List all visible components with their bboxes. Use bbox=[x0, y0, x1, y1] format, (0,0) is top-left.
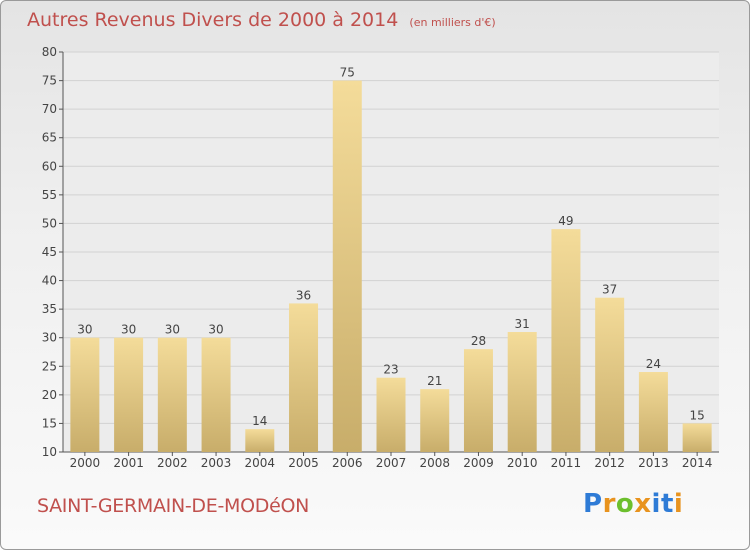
data-label: 75 bbox=[340, 66, 355, 80]
y-tick-label: 60 bbox=[42, 159, 57, 173]
x-tick-label: 2009 bbox=[463, 456, 494, 470]
x-tick-label: 2001 bbox=[113, 456, 144, 470]
logo-letter: t bbox=[660, 489, 674, 519]
x-tick-label: 2014 bbox=[682, 456, 713, 470]
logo-letter: x bbox=[634, 489, 652, 519]
bar bbox=[463, 349, 493, 452]
x-tick-label: 2002 bbox=[157, 456, 188, 470]
y-tick-label: 35 bbox=[42, 302, 57, 316]
bar bbox=[638, 372, 668, 452]
x-tick-label: 2007 bbox=[376, 456, 407, 470]
data-label: 30 bbox=[208, 323, 223, 337]
y-tick-label: 10 bbox=[42, 445, 57, 459]
logo-letter: o bbox=[615, 489, 635, 519]
bar bbox=[70, 337, 100, 452]
bar bbox=[682, 423, 712, 452]
chart-title: Autres Revenus Divers de 2000 à 2014 bbox=[27, 9, 399, 31]
bar bbox=[157, 337, 187, 452]
x-tick-label: 2013 bbox=[638, 456, 669, 470]
y-tick-label: 15 bbox=[42, 416, 57, 430]
x-tick-label: 2005 bbox=[288, 456, 319, 470]
proxiti-logo: Proxiti bbox=[583, 489, 683, 519]
data-label: 49 bbox=[558, 214, 573, 228]
chart-title-row: Autres Revenus Divers de 2000 à 2014 (en… bbox=[27, 9, 496, 31]
x-tick-label: 2012 bbox=[594, 456, 625, 470]
logo-letter: r bbox=[602, 489, 616, 519]
data-label: 30 bbox=[77, 323, 92, 337]
bar bbox=[595, 297, 625, 452]
data-label: 21 bbox=[427, 374, 442, 388]
x-tick-label: 2006 bbox=[332, 456, 363, 470]
bar bbox=[245, 429, 275, 452]
bar bbox=[332, 80, 362, 453]
data-label: 23 bbox=[383, 363, 398, 377]
bar bbox=[376, 377, 406, 452]
logo-letter: P bbox=[583, 489, 603, 519]
data-label: 36 bbox=[296, 288, 311, 302]
x-tick-label: 2010 bbox=[507, 456, 538, 470]
bar bbox=[114, 337, 144, 452]
data-label: 24 bbox=[646, 357, 661, 371]
bar bbox=[507, 332, 537, 452]
data-label: 37 bbox=[602, 283, 617, 297]
y-tick-label: 75 bbox=[42, 74, 57, 88]
y-tick-label: 30 bbox=[42, 331, 57, 345]
x-tick-label: 2008 bbox=[419, 456, 450, 470]
logo-letter: i bbox=[651, 489, 661, 519]
x-tick-label: 2003 bbox=[201, 456, 232, 470]
y-tick-label: 80 bbox=[42, 45, 57, 59]
data-label: 30 bbox=[165, 323, 180, 337]
y-tick-label: 55 bbox=[42, 188, 57, 202]
bar bbox=[420, 389, 450, 452]
y-tick-label: 25 bbox=[42, 359, 57, 373]
data-label: 14 bbox=[252, 414, 267, 428]
data-label: 28 bbox=[471, 334, 486, 348]
y-tick-label: 20 bbox=[42, 388, 57, 402]
y-tick-label: 70 bbox=[42, 102, 57, 116]
place-name: SAINT-GERMAIN-DE-MODéON bbox=[37, 495, 310, 517]
y-tick-label: 50 bbox=[42, 216, 57, 230]
y-tick-label: 40 bbox=[42, 274, 57, 288]
x-tick-label: 2004 bbox=[245, 456, 276, 470]
bar bbox=[551, 229, 581, 452]
y-tick-label: 45 bbox=[42, 245, 57, 259]
data-label: 15 bbox=[689, 408, 704, 422]
bar bbox=[201, 337, 231, 452]
chart-subtitle: (en milliers d'€) bbox=[409, 16, 496, 29]
logo-letter: i bbox=[673, 489, 684, 519]
data-label: 31 bbox=[515, 317, 530, 331]
x-tick-label: 2011 bbox=[551, 456, 582, 470]
data-label: 30 bbox=[121, 323, 136, 337]
y-tick-label: 65 bbox=[42, 131, 57, 145]
bar bbox=[289, 303, 319, 452]
x-tick-label: 2000 bbox=[70, 456, 101, 470]
